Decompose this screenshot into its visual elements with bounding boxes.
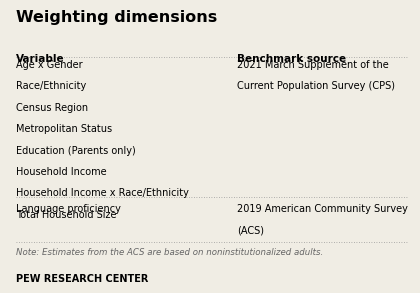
Text: Age x Gender: Age x Gender [16,60,83,70]
Text: Household Income x Race/Ethnicity: Household Income x Race/Ethnicity [16,188,189,198]
Text: Variable: Variable [16,54,65,64]
Text: Household Income: Household Income [16,167,107,177]
Text: Census Region: Census Region [16,103,88,113]
Text: Benchmark source: Benchmark source [237,54,346,64]
Text: PEW RESEARCH CENTER: PEW RESEARCH CENTER [16,274,148,284]
Text: Weighting dimensions: Weighting dimensions [16,10,217,25]
Text: Current Population Survey (CPS): Current Population Survey (CPS) [237,81,395,91]
Text: Race/Ethnicity: Race/Ethnicity [16,81,86,91]
Text: Note: Estimates from the ACS are based on noninstitutionalized adults.: Note: Estimates from the ACS are based o… [16,248,323,257]
Text: Education (Parents only): Education (Parents only) [16,146,136,156]
Text: 2021 March Supplement of the: 2021 March Supplement of the [237,60,389,70]
Text: 2019 American Community Survey: 2019 American Community Survey [237,204,408,214]
Text: Total Household Size: Total Household Size [16,210,116,220]
Text: Metropolitan Status: Metropolitan Status [16,124,112,134]
Text: (ACS): (ACS) [237,225,264,235]
Text: Language proficiency: Language proficiency [16,204,121,214]
